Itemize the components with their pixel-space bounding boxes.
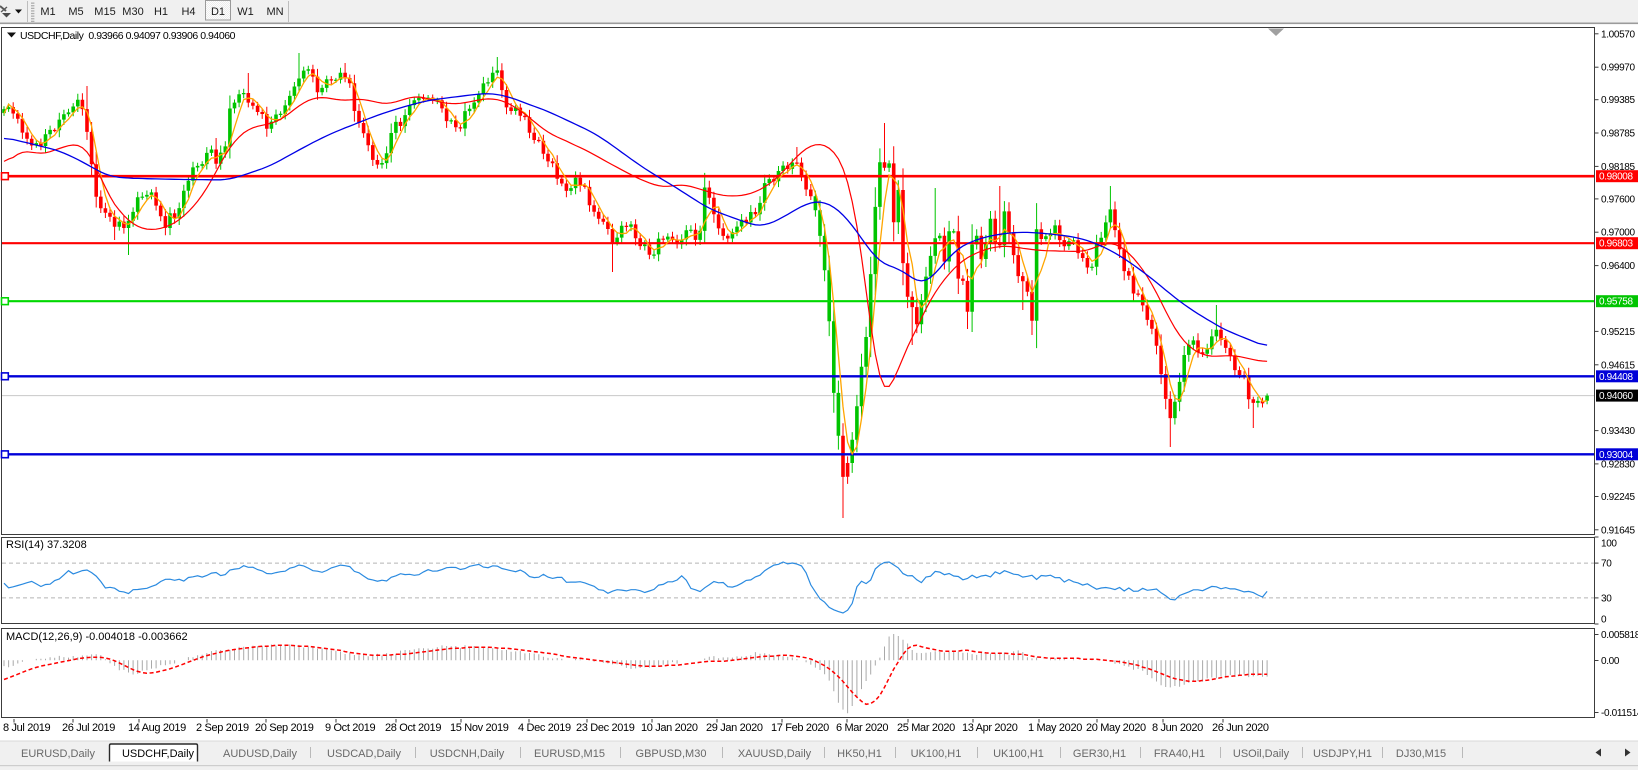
svg-text:M1: M1 xyxy=(40,6,55,18)
svg-text:0.93430: 0.93430 xyxy=(1601,426,1635,437)
svg-text:M5: M5 xyxy=(68,6,83,18)
svg-text:26 Jun 2020: 26 Jun 2020 xyxy=(1212,722,1269,734)
svg-text:USDJPY,H1: USDJPY,H1 xyxy=(1313,748,1372,760)
svg-text:FRA40,H1: FRA40,H1 xyxy=(1154,748,1205,760)
svg-text:8 Jun 2020: 8 Jun 2020 xyxy=(1152,722,1203,734)
svg-text:8 Jul 2019: 8 Jul 2019 xyxy=(3,722,50,734)
svg-text:0.92830: 0.92830 xyxy=(1601,459,1635,470)
svg-text:W1: W1 xyxy=(237,6,254,18)
svg-text:9 Oct 2019: 9 Oct 2019 xyxy=(325,722,376,734)
svg-text:USDCNH,Daily: USDCNH,Daily xyxy=(430,748,505,760)
svg-text:0: 0 xyxy=(1601,615,1607,626)
svg-text:2 Sep 2019: 2 Sep 2019 xyxy=(196,722,249,734)
svg-text:13 Apr 2020: 13 Apr 2020 xyxy=(962,722,1018,734)
svg-text:-0.011514: -0.011514 xyxy=(1601,708,1638,719)
svg-text:M15: M15 xyxy=(94,6,115,18)
svg-text:15 Nov 2019: 15 Nov 2019 xyxy=(450,722,509,734)
svg-text:0.95758: 0.95758 xyxy=(1599,297,1633,308)
svg-text:HK50,H1: HK50,H1 xyxy=(837,748,882,760)
svg-text:1.00570: 1.00570 xyxy=(1601,29,1635,40)
svg-text:0.98785: 0.98785 xyxy=(1601,129,1635,140)
svg-text:20 May 2020: 20 May 2020 xyxy=(1086,722,1146,734)
svg-text:10 Jan 2020: 10 Jan 2020 xyxy=(641,722,698,734)
svg-text:EURUSD,Daily: EURUSD,Daily xyxy=(21,748,95,760)
svg-text:20 Sep 2019: 20 Sep 2019 xyxy=(255,722,314,734)
svg-text:6 Mar 2020: 6 Mar 2020 xyxy=(836,722,888,734)
svg-text:USOil,Daily: USOil,Daily xyxy=(1233,748,1290,760)
svg-text:23 Dec 2019: 23 Dec 2019 xyxy=(576,722,635,734)
svg-text:MN: MN xyxy=(266,6,283,18)
svg-text:USDCHF,Daily: USDCHF,Daily xyxy=(122,748,195,760)
svg-text:30: 30 xyxy=(1601,593,1612,604)
svg-text:0.95215: 0.95215 xyxy=(1601,327,1635,338)
svg-text:EURUSD,M15: EURUSD,M15 xyxy=(534,748,605,760)
svg-text:26 Jul 2019: 26 Jul 2019 xyxy=(62,722,115,734)
svg-text:0.91645: 0.91645 xyxy=(1601,525,1635,536)
svg-text:28 Oct 2019: 28 Oct 2019 xyxy=(385,722,441,734)
svg-text:M30: M30 xyxy=(122,6,143,18)
svg-text:UK100,H1: UK100,H1 xyxy=(993,748,1044,760)
svg-text:0.98185: 0.98185 xyxy=(1601,162,1635,173)
svg-text:0.97000: 0.97000 xyxy=(1601,228,1635,239)
svg-text:D1: D1 xyxy=(211,6,225,18)
svg-text:0.97600: 0.97600 xyxy=(1601,194,1635,205)
svg-text:0.94060: 0.94060 xyxy=(1599,391,1633,402)
svg-text:MACD(12,26,9) -0.004018 -0.003: MACD(12,26,9) -0.004018 -0.003662 xyxy=(6,631,188,643)
svg-text:USDCAD,Daily: USDCAD,Daily xyxy=(327,748,401,760)
svg-text:AUDUSD,Daily: AUDUSD,Daily xyxy=(223,748,297,760)
svg-text:H1: H1 xyxy=(154,6,168,18)
svg-text:14 Aug 2019: 14 Aug 2019 xyxy=(128,722,186,734)
svg-text:70: 70 xyxy=(1601,559,1612,570)
svg-text:XAUUSD,Daily: XAUUSD,Daily xyxy=(738,748,812,760)
svg-text:17 Feb 2020: 17 Feb 2020 xyxy=(771,722,829,734)
svg-text:UK100,H1: UK100,H1 xyxy=(911,748,962,760)
svg-text:100: 100 xyxy=(1601,539,1617,550)
svg-text:0.005818: 0.005818 xyxy=(1601,630,1638,641)
svg-text:DJ30,M15: DJ30,M15 xyxy=(1396,748,1446,760)
svg-text:0.96400: 0.96400 xyxy=(1601,261,1635,272)
svg-text:0.99970: 0.99970 xyxy=(1601,63,1635,74)
svg-text:USDCHF,Daily 0.93966 0.94097: USDCHF,Daily 0.93966 0.94097 0.93906 0.9… xyxy=(20,30,236,42)
svg-text:0.00: 0.00 xyxy=(1601,656,1620,667)
svg-text:H4: H4 xyxy=(181,6,195,18)
svg-text:25 Mar 2020: 25 Mar 2020 xyxy=(897,722,955,734)
svg-text:0.99385: 0.99385 xyxy=(1601,95,1635,106)
svg-text:0.98008: 0.98008 xyxy=(1599,172,1633,183)
svg-text:4 Dec 2019: 4 Dec 2019 xyxy=(518,722,571,734)
svg-text:29 Jan 2020: 29 Jan 2020 xyxy=(706,722,763,734)
svg-text:0.92245: 0.92245 xyxy=(1601,492,1635,503)
svg-text:RSI(14) 37.3208: RSI(14) 37.3208 xyxy=(6,539,87,551)
svg-text:GBPUSD,M30: GBPUSD,M30 xyxy=(636,748,707,760)
svg-text:0.96803: 0.96803 xyxy=(1599,239,1633,250)
svg-text:0.94615: 0.94615 xyxy=(1601,360,1635,371)
svg-text:GER30,H1: GER30,H1 xyxy=(1073,748,1126,760)
svg-text:0.93004: 0.93004 xyxy=(1599,450,1633,461)
svg-text:0.94408: 0.94408 xyxy=(1599,372,1633,383)
svg-text:1 May 2020: 1 May 2020 xyxy=(1028,722,1082,734)
